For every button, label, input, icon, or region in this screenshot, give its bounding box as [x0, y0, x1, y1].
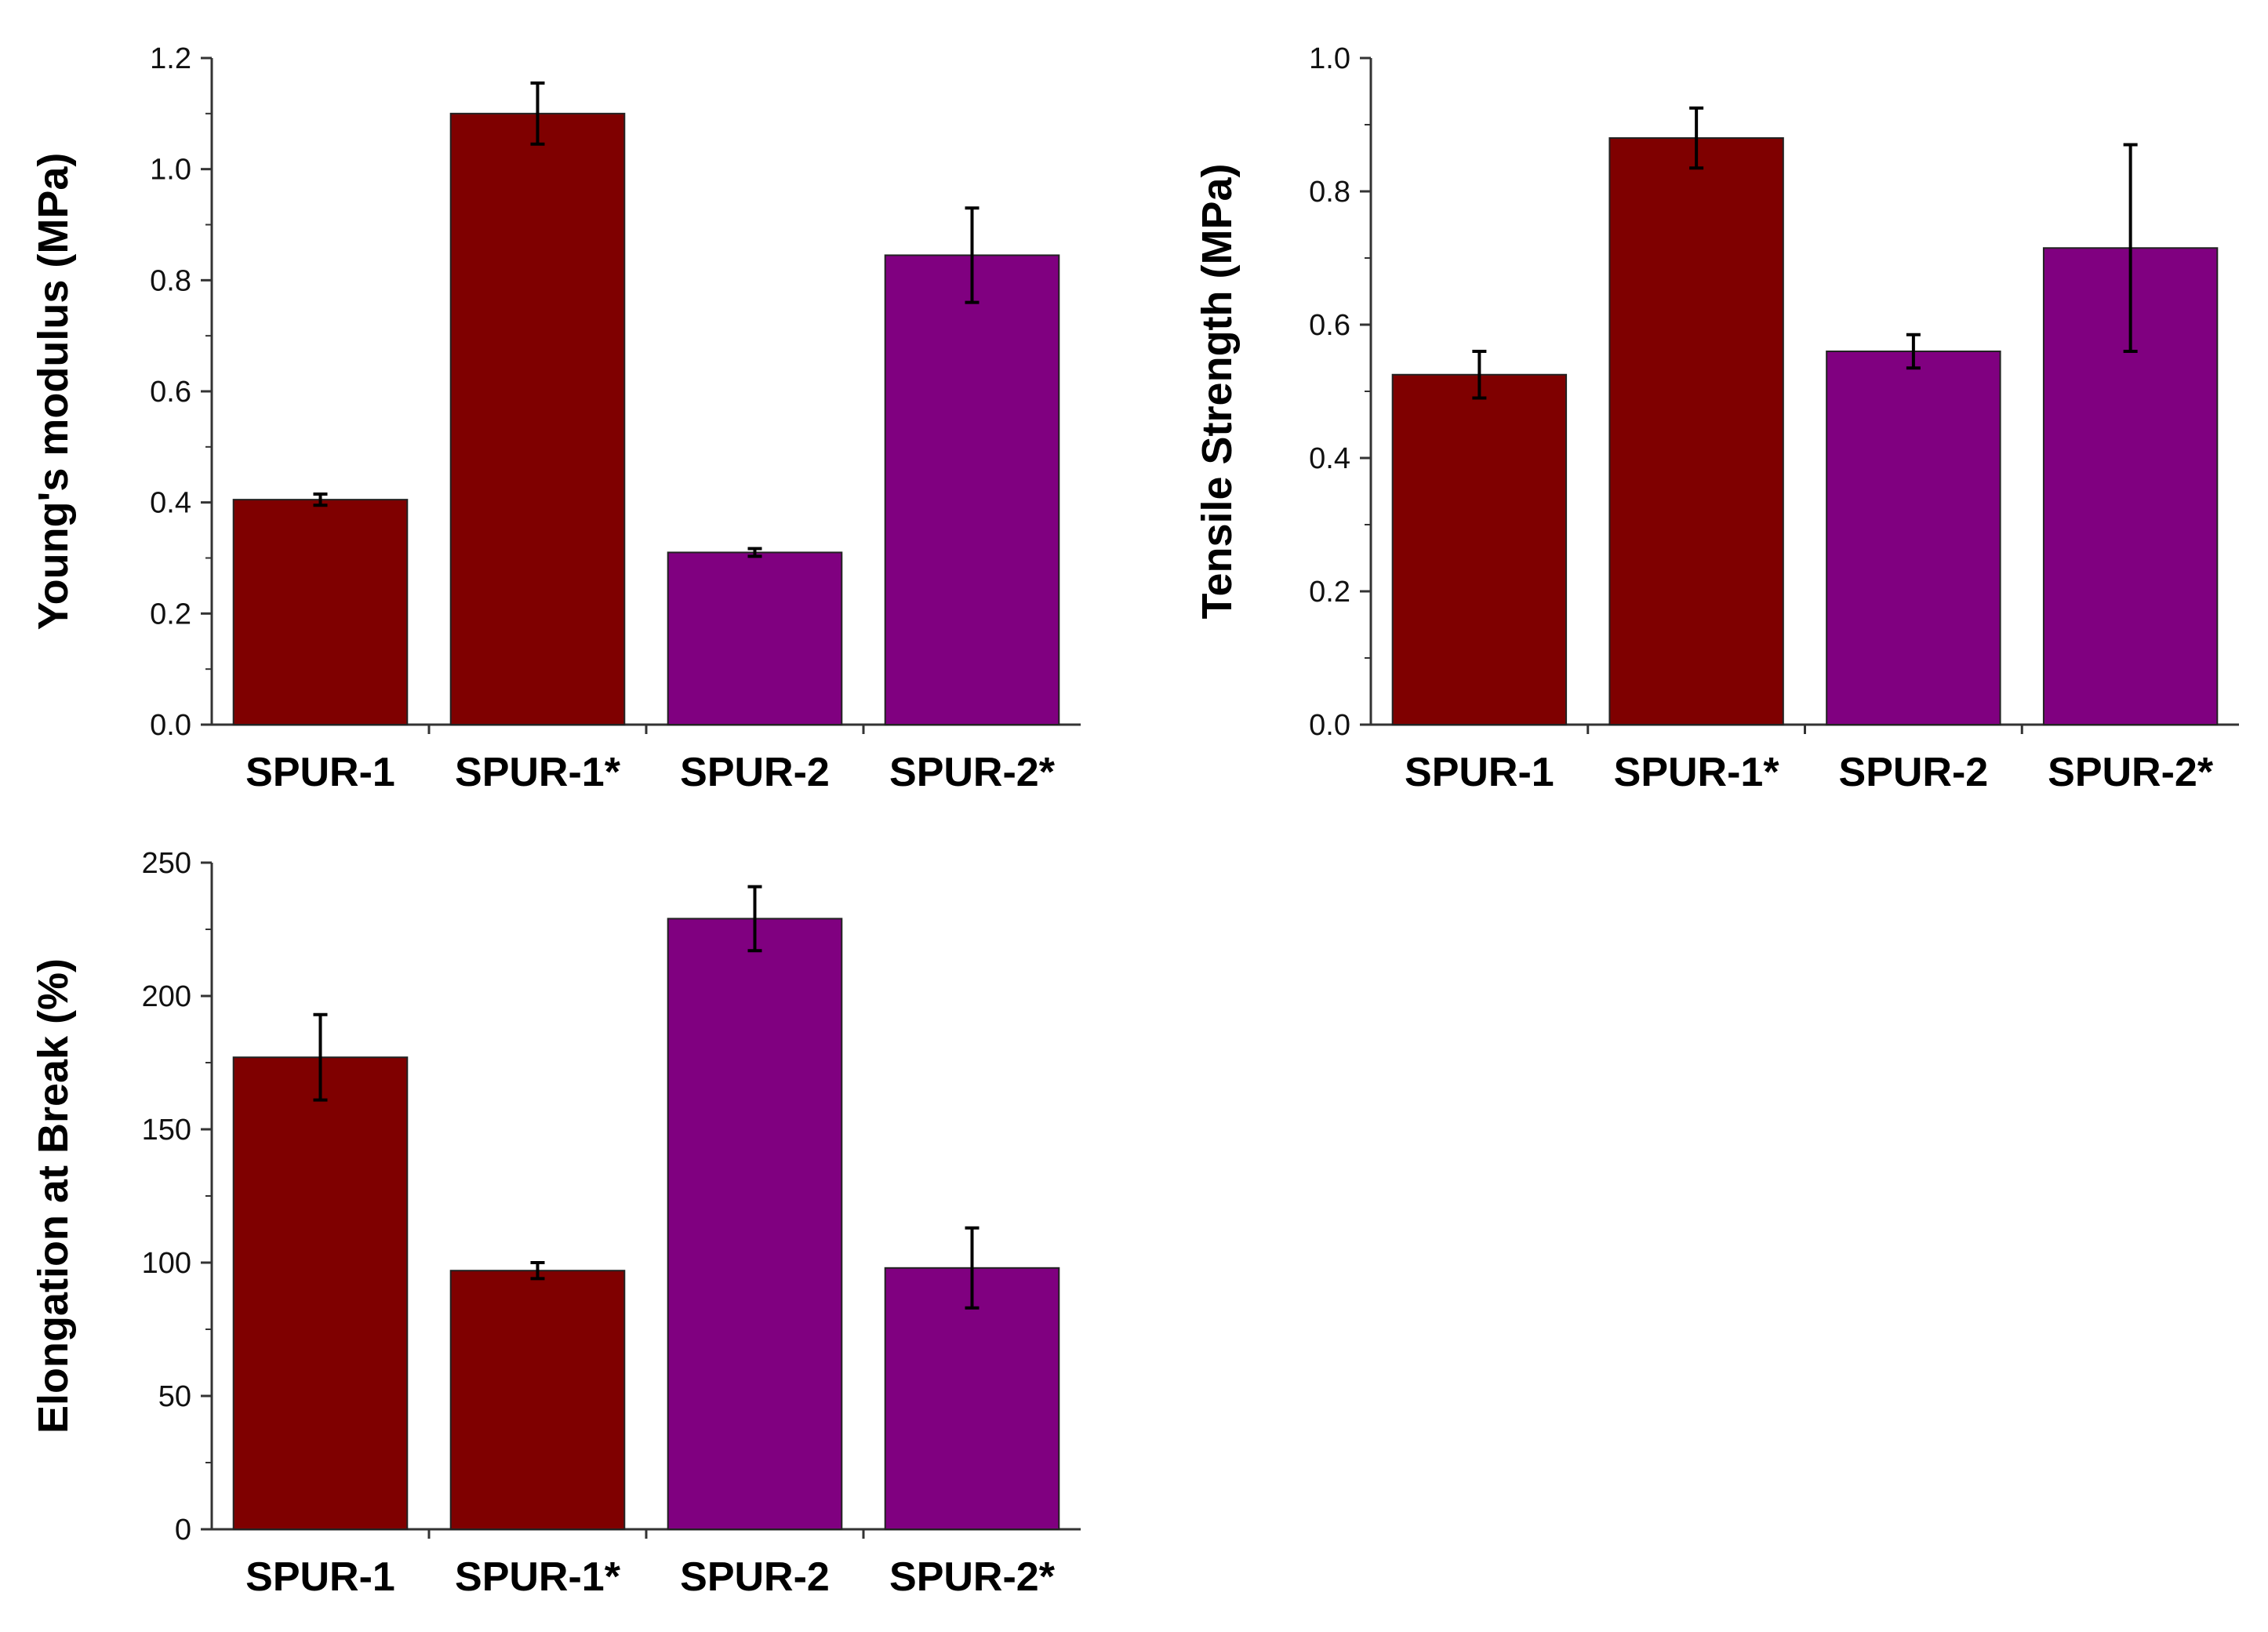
x-category-label: SPUR-2*	[2048, 750, 2214, 795]
bar-spur-1	[449, 112, 626, 726]
y-tick-label: 1.2	[150, 42, 191, 75]
y-axis-title: Elongation at Break (%)	[30, 958, 77, 1434]
y-tick-label: 0.4	[1309, 442, 1350, 475]
y-tick-label: 0.8	[150, 264, 191, 297]
y-tick-label: 150	[142, 1114, 191, 1147]
y-axis-title: Tensile Strength (MPa)	[1194, 163, 1241, 619]
y-tick-label: 250	[142, 847, 191, 880]
bar-spur-2	[667, 918, 843, 1530]
y-tick-label: 1.0	[1309, 42, 1350, 75]
panel-tensile-strength: 0.0 0.2 0.4 0.6 0.8 1.0 SPUR-1 SPUR-1* SPUR-2 SPU…	[1194, 42, 2239, 795]
x-category-label: SPUR-2*	[889, 1554, 1056, 1600]
y-tick-label: 1.0	[150, 154, 191, 187]
y-tick-label: 0.6	[150, 376, 191, 409]
y-tick-label: 0.4	[150, 487, 191, 520]
bar-spur-1	[449, 1270, 626, 1530]
bar-spur-2	[884, 1267, 1060, 1531]
bar-spur-1	[1391, 373, 1568, 725]
bar-spur-1	[1608, 137, 1784, 725]
y-axis-title: Young's modulus (MPa)	[30, 153, 77, 631]
panel-elongation-at-break: 0 50 100 150 200 250 SPUR-1 SPUR-1* SPUR-2 SPUR-2…	[30, 847, 1081, 1600]
bar-spur-2	[884, 254, 1060, 726]
x-category-label: SPUR-2*	[889, 750, 1056, 795]
y-tick-label: 0.0	[150, 709, 191, 742]
y-tick-label: 0.0	[1309, 709, 1350, 742]
y-tick-label: 0.2	[1309, 576, 1350, 609]
x-category-label: SPUR-2	[680, 750, 830, 795]
bar-spur-2	[667, 551, 843, 726]
x-category-label: SPUR-1	[1405, 750, 1554, 795]
y-tick-label: 0.6	[1309, 309, 1350, 342]
bar-spur-1	[232, 1056, 409, 1530]
x-category-label: SPUR-1*	[455, 1554, 621, 1600]
x-category-label: SPUR-1	[245, 1554, 395, 1600]
x-category-label: SPUR-1*	[455, 750, 621, 795]
x-category-label: SPUR-2	[1839, 750, 1989, 795]
bar-spur-1	[232, 499, 409, 725]
x-category-label: SPUR-1	[245, 750, 395, 795]
x-category-label: SPUR-1*	[1614, 750, 1780, 795]
x-category-label: SPUR-2	[680, 1554, 830, 1600]
y-tick-label: 200	[142, 980, 191, 1013]
y-tick-label: 0	[175, 1514, 191, 1547]
panel-youngs-modulus: 0.0 0.2 0.4 0.6 0.8 1.0 1.2 SPUR-1 SPUR-1* SPUR-2…	[30, 42, 1081, 795]
y-tick-label: 50	[158, 1380, 191, 1413]
y-tick-label: 0.2	[150, 598, 191, 631]
y-tick-label: 0.8	[1309, 176, 1350, 209]
y-tick-label: 100	[142, 1247, 191, 1280]
bar-spur-2	[1826, 351, 2001, 725]
